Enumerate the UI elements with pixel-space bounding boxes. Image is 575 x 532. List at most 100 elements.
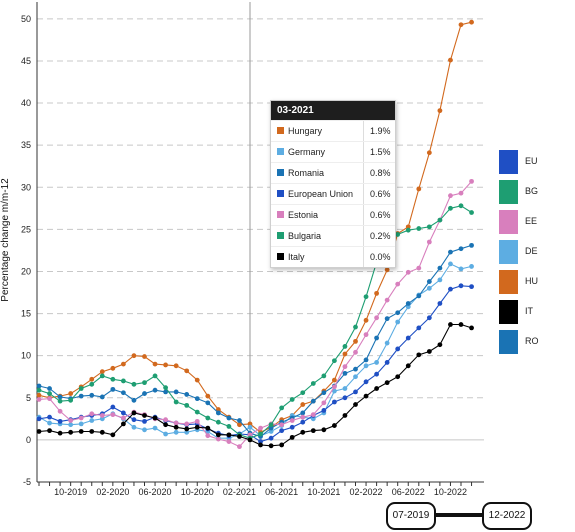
data-point-estonia[interactable]: [173, 420, 179, 426]
data-point-germany[interactable]: [152, 425, 158, 431]
data-point-hungary[interactable]: [363, 317, 369, 323]
data-point-estonia[interactable]: [448, 193, 453, 199]
data-point-germany[interactable]: [384, 340, 390, 346]
data-point-estonia[interactable]: [99, 413, 105, 418]
data-point-european-union[interactable]: [342, 395, 348, 401]
data-point-italy[interactable]: [131, 410, 137, 416]
data-point-italy[interactable]: [184, 426, 190, 432]
data-point-germany[interactable]: [395, 319, 401, 325]
data-point-romania[interactable]: [57, 394, 63, 400]
data-point-estonia[interactable]: [57, 408, 63, 414]
data-point-estonia[interactable]: [363, 332, 369, 338]
data-point-hungary[interactable]: [247, 421, 253, 427]
data-point-estonia[interactable]: [342, 364, 348, 370]
data-point-romania[interactable]: [405, 301, 411, 306]
data-point-italy[interactable]: [258, 442, 263, 448]
data-point-bulgaria[interactable]: [342, 344, 348, 349]
data-point-bulgaria[interactable]: [205, 415, 211, 421]
data-point-hungary[interactable]: [205, 393, 211, 399]
data-point-hungary[interactable]: [237, 422, 242, 428]
data-point-european-union[interactable]: [332, 399, 337, 405]
data-point-estonia[interactable]: [194, 418, 200, 424]
data-point-hungary[interactable]: [416, 186, 422, 192]
data-point-hungary[interactable]: [142, 354, 147, 359]
data-point-hungary[interactable]: [342, 351, 348, 357]
data-point-european-union[interactable]: [268, 435, 274, 441]
data-point-germany[interactable]: [353, 374, 358, 380]
data-point-estonia[interactable]: [47, 396, 52, 402]
data-point-european-union[interactable]: [300, 419, 306, 425]
data-point-germany[interactable]: [173, 429, 179, 435]
data-point-european-union[interactable]: [321, 408, 327, 413]
data-point-italy[interactable]: [99, 429, 105, 435]
data-point-hungary[interactable]: [458, 22, 464, 28]
data-point-bulgaria[interactable]: [163, 385, 169, 391]
data-point-romania[interactable]: [142, 391, 147, 396]
data-point-romania[interactable]: [173, 389, 179, 395]
data-point-european-union[interactable]: [110, 404, 116, 410]
data-point-hungary[interactable]: [163, 362, 169, 368]
data-point-italy[interactable]: [448, 322, 453, 327]
data-point-germany[interactable]: [469, 264, 474, 269]
legend-swatch[interactable]: [499, 270, 518, 294]
data-point-romania[interactable]: [215, 410, 221, 416]
legend-item-bg[interactable]: BG: [499, 180, 559, 210]
data-point-italy[interactable]: [332, 423, 337, 428]
data-point-italy[interactable]: [363, 393, 369, 399]
data-point-hungary[interactable]: [173, 363, 179, 369]
data-point-germany[interactable]: [426, 285, 432, 291]
data-point-bulgaria[interactable]: [321, 373, 327, 379]
data-point-romania[interactable]: [152, 387, 158, 393]
data-point-estonia[interactable]: [374, 315, 379, 321]
data-point-bulgaria[interactable]: [215, 419, 221, 425]
data-point-bulgaria[interactable]: [110, 376, 116, 382]
legend-item-eu[interactable]: EU: [499, 150, 559, 180]
data-point-hungary[interactable]: [194, 377, 200, 383]
data-point-italy[interactable]: [173, 424, 179, 430]
data-point-italy[interactable]: [47, 428, 52, 434]
data-point-european-union[interactable]: [384, 360, 390, 365]
data-point-bulgaria[interactable]: [289, 397, 295, 402]
data-point-european-union[interactable]: [289, 424, 295, 430]
data-point-european-union[interactable]: [437, 301, 443, 306]
data-point-estonia[interactable]: [384, 297, 390, 303]
legend-swatch[interactable]: [499, 180, 518, 204]
data-point-estonia[interactable]: [332, 384, 337, 390]
data-point-germany[interactable]: [247, 424, 253, 430]
data-point-romania[interactable]: [353, 366, 358, 372]
data-point-romania[interactable]: [448, 249, 453, 255]
data-point-estonia[interactable]: [258, 425, 263, 431]
data-point-germany[interactable]: [131, 424, 137, 430]
data-point-bulgaria[interactable]: [184, 402, 190, 408]
data-point-romania[interactable]: [300, 410, 306, 416]
legend-swatch[interactable]: [499, 300, 518, 324]
data-point-bulgaria[interactable]: [395, 232, 401, 237]
data-point-estonia[interactable]: [395, 281, 401, 287]
data-point-romania[interactable]: [36, 383, 42, 389]
data-point-italy[interactable]: [89, 429, 95, 434]
data-point-romania[interactable]: [184, 392, 190, 397]
data-point-european-union[interactable]: [458, 283, 464, 289]
data-point-italy[interactable]: [374, 386, 379, 391]
data-point-germany[interactable]: [310, 416, 316, 422]
data-point-italy[interactable]: [163, 422, 169, 428]
legend-swatch[interactable]: [499, 210, 518, 234]
data-point-bulgaria[interactable]: [258, 431, 263, 437]
data-point-european-union[interactable]: [131, 417, 137, 423]
data-point-germany[interactable]: [363, 363, 369, 369]
legend-swatch[interactable]: [499, 330, 518, 354]
data-point-italy[interactable]: [321, 427, 327, 433]
data-point-italy[interactable]: [469, 325, 474, 331]
legend-item-hu[interactable]: HU: [499, 270, 559, 300]
data-point-romania[interactable]: [416, 293, 422, 299]
data-point-romania[interactable]: [458, 246, 464, 252]
data-point-estonia[interactable]: [184, 421, 190, 427]
data-point-hungary[interactable]: [448, 57, 453, 63]
data-point-bulgaria[interactable]: [268, 422, 274, 428]
data-point-romania[interactable]: [469, 242, 474, 248]
data-point-germany[interactable]: [89, 418, 95, 423]
data-point-bulgaria[interactable]: [121, 378, 126, 384]
data-point-germany[interactable]: [163, 431, 169, 437]
data-point-bulgaria[interactable]: [47, 391, 52, 396]
data-point-estonia[interactable]: [36, 397, 42, 402]
